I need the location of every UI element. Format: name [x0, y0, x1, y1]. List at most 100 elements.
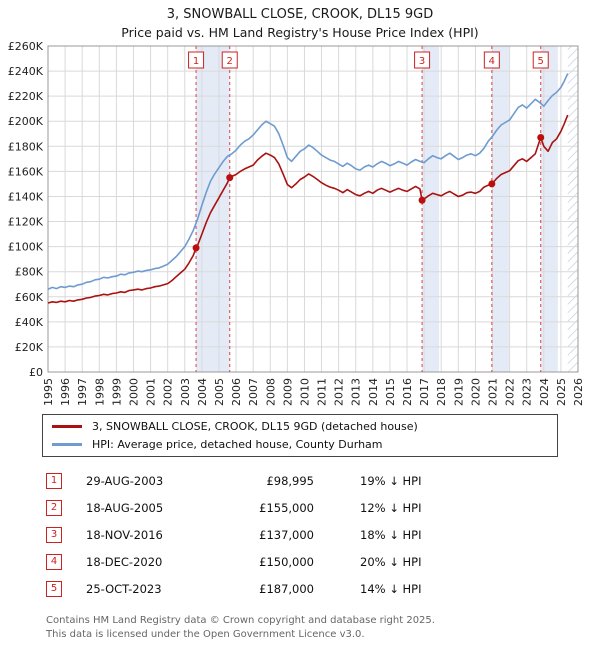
svg-text:2021: 2021 — [487, 378, 500, 406]
svg-text:2005: 2005 — [213, 378, 226, 406]
svg-text:1: 1 — [193, 56, 199, 67]
svg-text:2025: 2025 — [555, 378, 568, 406]
sale-price: £155,000 — [259, 500, 314, 515]
sale-row: 3 18-NOV-2016 £137,000 18% ↓ HPI — [46, 521, 600, 548]
svg-text:2013: 2013 — [350, 378, 363, 406]
svg-text:2015: 2015 — [384, 378, 397, 406]
svg-text:2001: 2001 — [145, 378, 158, 406]
svg-text:£20K: £20K — [15, 341, 44, 354]
sale-price: £98,995 — [266, 473, 314, 488]
svg-text:2017: 2017 — [418, 378, 431, 406]
sale-hpi-diff: 14% ↓ HPI — [360, 581, 422, 596]
svg-text:2010: 2010 — [298, 378, 311, 406]
svg-text:1997: 1997 — [76, 378, 89, 406]
sale-hpi-diff: 18% ↓ HPI — [360, 527, 422, 542]
svg-text:1995: 1995 — [42, 378, 55, 406]
sale-number-labels: 1 2 3 4 5 — [188, 51, 549, 69]
hpi-line — [47, 73, 569, 290]
svg-text:£120K: £120K — [8, 216, 44, 229]
legend-label-hpi: HPI: Average price, detached house, Coun… — [92, 438, 383, 451]
page-subtitle: Price paid vs. HM Land Registry's House … — [121, 25, 479, 40]
svg-text:£200K: £200K — [8, 115, 44, 128]
svg-text:2000: 2000 — [127, 378, 140, 406]
svg-text:£0: £0 — [29, 366, 43, 379]
grid-lines — [47, 45, 579, 373]
svg-text:£240K: £240K — [8, 65, 44, 78]
sale-row: 5 25-OCT-2023 £187,000 14% ↓ HPI — [46, 575, 600, 602]
sale-row: 1 29-AUG-2003 £98,995 19% ↓ HPI — [46, 467, 600, 494]
footer-line1: Contains HM Land Registry data © Crown c… — [46, 615, 435, 626]
svg-text:2014: 2014 — [367, 378, 380, 406]
svg-text:2020: 2020 — [469, 378, 482, 406]
future-hatch-region — [567, 46, 578, 372]
legend-label-property: 3, SNOWBALL CLOSE, CROOK, DL15 9GD (deta… — [92, 420, 418, 433]
x-axis-labels: 1995 1996 1997 1998 1999 2000 2001 2002 2003 2004… — [42, 378, 585, 406]
svg-text:2003: 2003 — [179, 378, 192, 406]
sale-date: 18-AUG-2005 — [86, 500, 164, 515]
sale-date: 18-NOV-2016 — [86, 527, 163, 542]
svg-text:4: 4 — [489, 56, 495, 67]
svg-text:2024: 2024 — [538, 378, 551, 406]
sale-date: 25-OCT-2023 — [86, 581, 162, 596]
sale-dashed-lines — [195, 46, 542, 372]
property-line-swatch — [52, 425, 82, 428]
svg-text:2007: 2007 — [247, 378, 260, 406]
sale-price: £137,000 — [259, 527, 314, 542]
svg-text:2023: 2023 — [521, 378, 534, 406]
svg-text:£140K: £140K — [8, 190, 44, 203]
svg-text:5: 5 — [538, 56, 544, 67]
sale-number-badge: 3 — [46, 526, 62, 543]
svg-text:£220K: £220K — [8, 90, 44, 103]
svg-text:2009: 2009 — [281, 378, 294, 406]
svg-text:2019: 2019 — [452, 378, 465, 406]
sales-table: 1 29-AUG-2003 £98,995 19% ↓ HPI 2 18-AUG… — [46, 467, 600, 602]
svg-text:1998: 1998 — [93, 378, 106, 406]
y-axis-labels: £0 £20K £40K £60K £80K £100K £120K £140K £160K £1… — [8, 40, 44, 379]
page-title: 3, SNOWBALL CLOSE, CROOK, DL15 9GD — [166, 7, 434, 22]
sale-row: 2 18-AUG-2005 £155,000 12% ↓ HPI — [46, 494, 600, 521]
plot-frame — [47, 45, 579, 373]
sale-hpi-diff: 20% ↓ HPI — [360, 554, 422, 569]
legend-item-property: 3, SNOWBALL CLOSE, CROOK, DL15 9GD (deta… — [52, 420, 548, 433]
svg-text:£260K: £260K — [8, 40, 44, 53]
svg-text:£100K: £100K — [8, 241, 44, 254]
svg-text:2018: 2018 — [435, 378, 448, 406]
sale-number-badge: 5 — [46, 580, 62, 597]
sale-row: 4 18-DEC-2020 £150,000 20% ↓ HPI — [46, 548, 600, 575]
svg-text:2006: 2006 — [230, 378, 243, 406]
svg-text:2012: 2012 — [333, 378, 346, 406]
sale-markers — [192, 134, 545, 252]
svg-text:2022: 2022 — [504, 378, 517, 406]
sale-number-badge: 2 — [46, 499, 62, 516]
sale-price: £187,000 — [259, 581, 314, 596]
svg-text:2011: 2011 — [316, 378, 329, 406]
svg-text:£60K: £60K — [15, 291, 44, 304]
hpi-line-swatch — [52, 443, 82, 446]
svg-text:£40K: £40K — [15, 316, 44, 329]
chart-legend: 3, SNOWBALL CLOSE, CROOK, DL15 9GD (deta… — [42, 414, 558, 457]
license-footer: Contains HM Land Registry data © Crown c… — [46, 614, 600, 641]
svg-text:£160K: £160K — [8, 165, 44, 178]
ownership-bands — [196, 46, 558, 372]
sale-hpi-diff: 12% ↓ HPI — [360, 500, 422, 515]
sale-date: 18-DEC-2020 — [86, 554, 163, 569]
svg-text:2008: 2008 — [264, 378, 277, 406]
svg-text:1999: 1999 — [110, 378, 123, 406]
svg-text:3: 3 — [419, 56, 425, 67]
svg-text:2: 2 — [227, 56, 233, 67]
svg-text:2016: 2016 — [401, 378, 414, 406]
svg-text:2002: 2002 — [162, 378, 175, 406]
legend-item-hpi: HPI: Average price, detached house, Coun… — [52, 438, 548, 451]
svg-text:£80K: £80K — [15, 266, 44, 279]
svg-text:£180K: £180K — [8, 140, 44, 153]
price-history-chart: £0 £20K £40K £60K £80K £100K £120K £140K £160K £1… — [8, 40, 585, 406]
sale-price: £150,000 — [259, 554, 314, 569]
footer-line2: This data is licensed under the Open Gov… — [46, 628, 365, 640]
svg-text:1996: 1996 — [59, 378, 72, 406]
sale-number-badge: 1 — [46, 472, 62, 489]
property-line — [47, 114, 569, 304]
svg-text:2026: 2026 — [572, 378, 585, 406]
sale-date: 29-AUG-2003 — [86, 473, 164, 488]
sale-hpi-diff: 19% ↓ HPI — [360, 473, 422, 488]
